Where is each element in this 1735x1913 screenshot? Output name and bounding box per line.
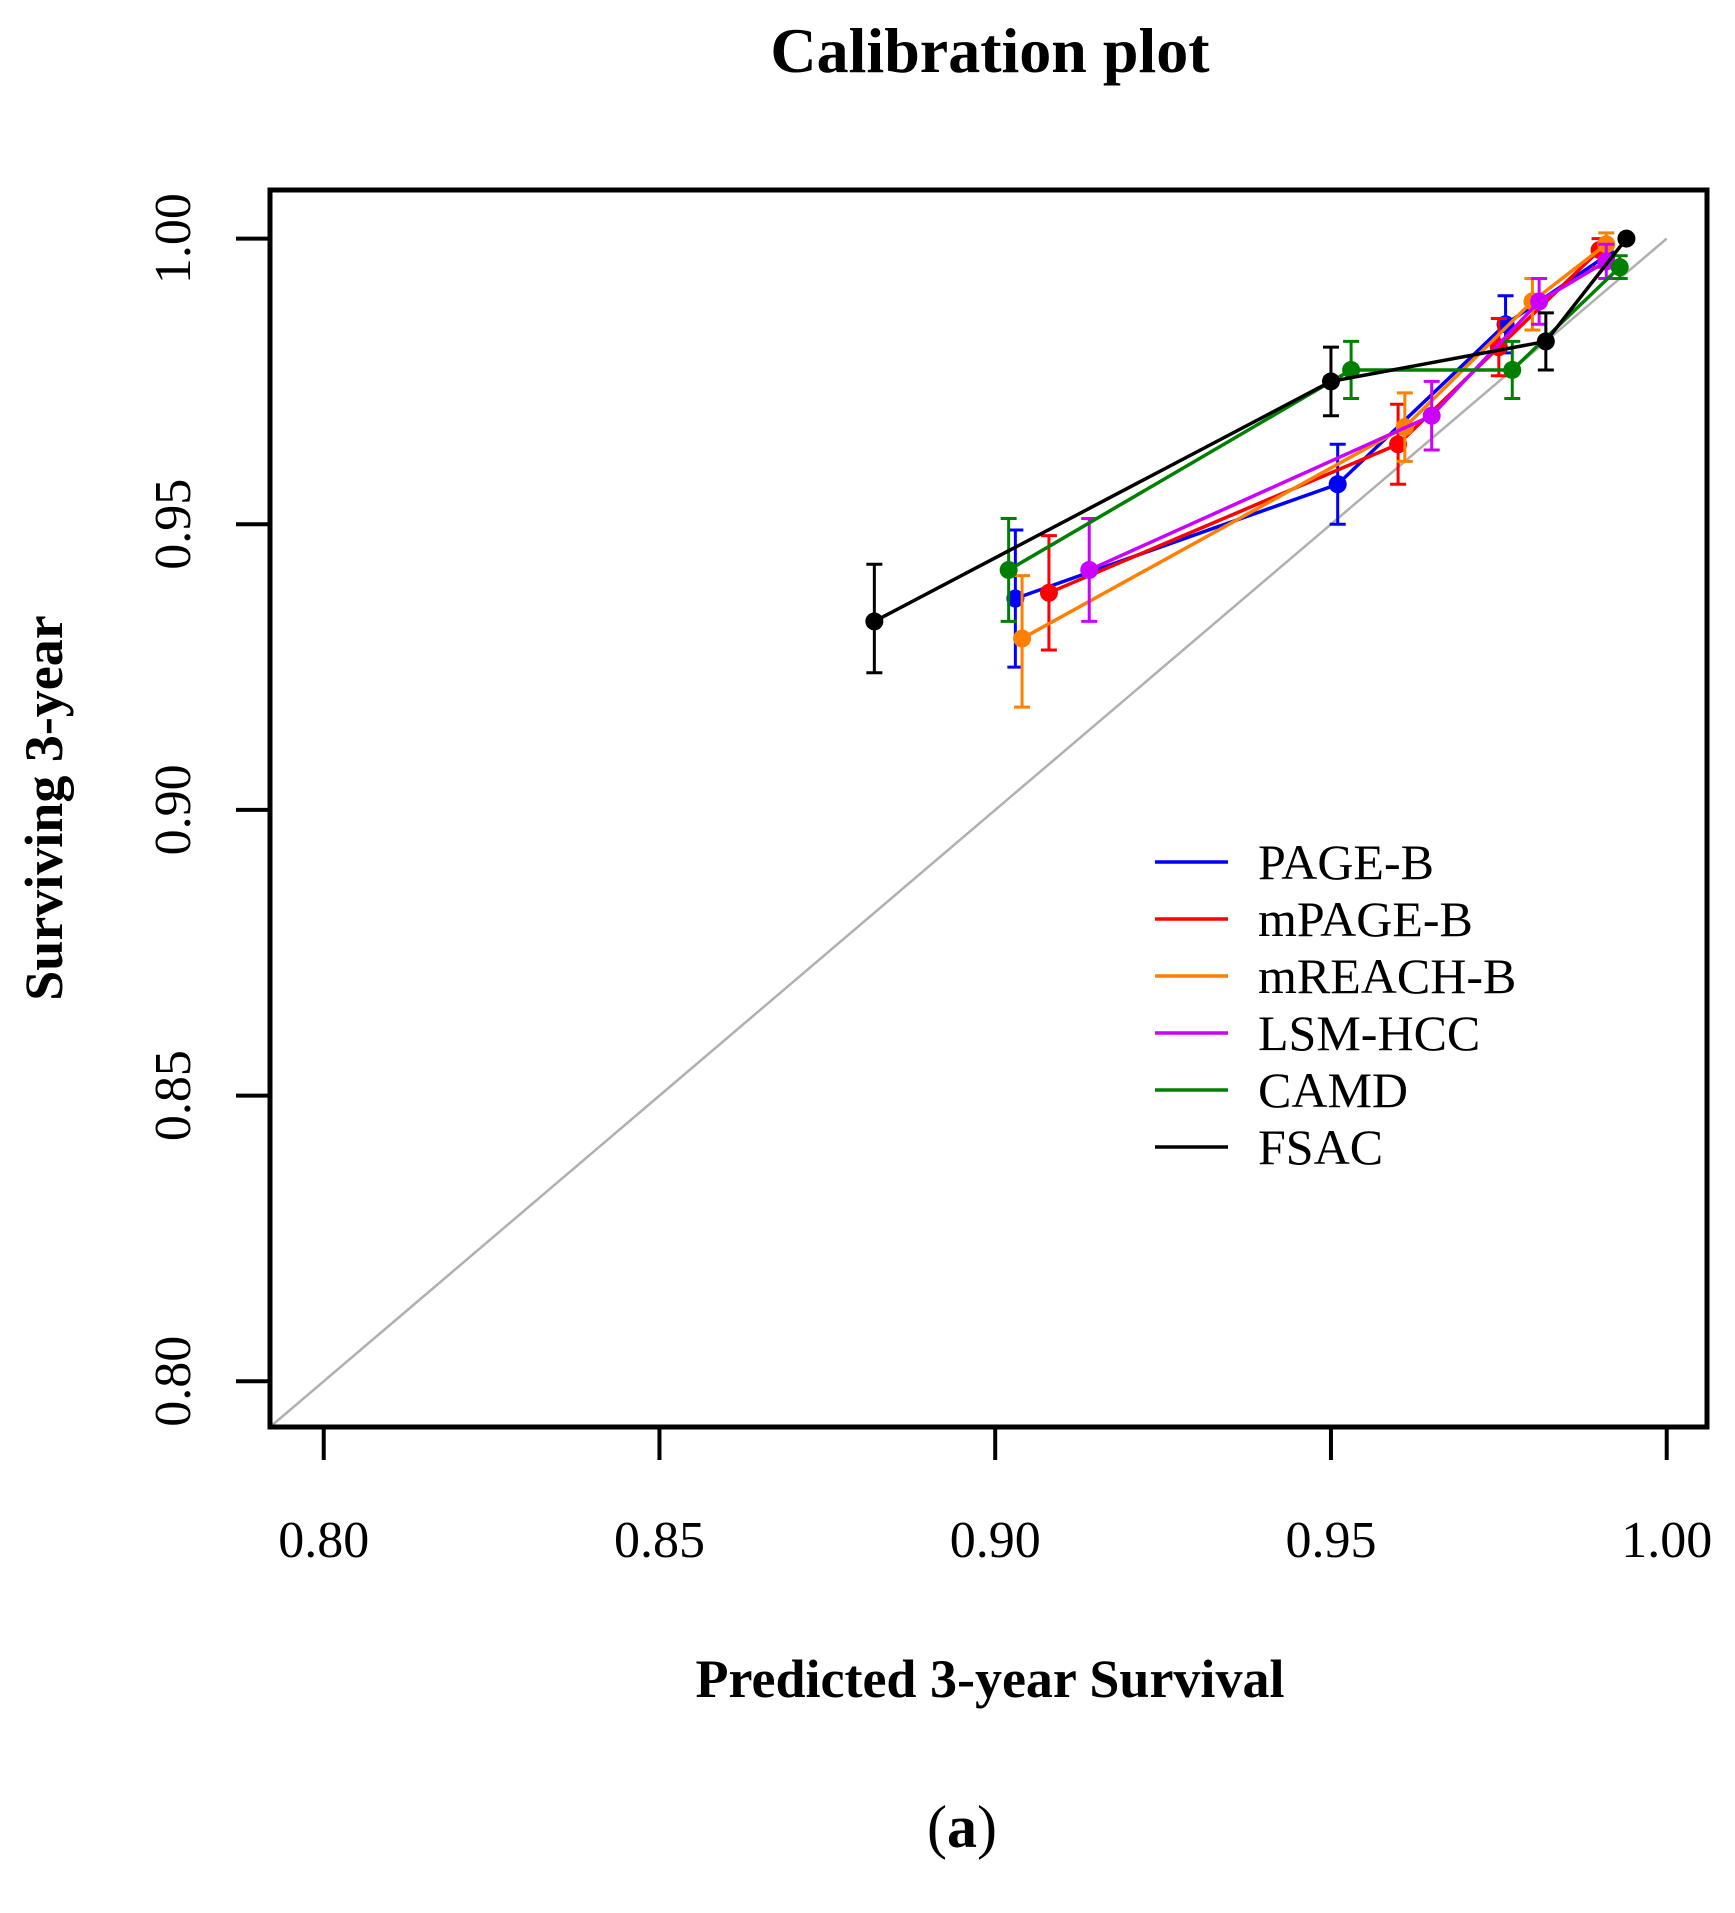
- data-point-camd: [1610, 258, 1629, 277]
- series-mreach-b: [1013, 231, 1616, 709]
- series-line-page-b: [1014, 254, 1608, 601]
- y-axis: 0.80 0.85 0.90 0.95 1.00: [145, 193, 272, 1427]
- data-point-camd: [1342, 360, 1361, 379]
- data-point-fsac: [865, 612, 884, 631]
- data-point-camd: [1503, 360, 1522, 379]
- series-mpage-b: [1039, 237, 1609, 652]
- data-point-lsm-hcc: [1080, 560, 1099, 579]
- y-tick-label: 0.90: [145, 764, 202, 855]
- series-fsac: [865, 229, 1636, 675]
- chart-title: Calibration plot: [770, 15, 1210, 86]
- series-line-mpage-b: [1048, 248, 1601, 595]
- series-layer: [865, 229, 1636, 709]
- data-point-lsm-hcc: [1422, 406, 1441, 425]
- legend-label-fsac: FSAC: [1258, 1119, 1383, 1175]
- panel-label: (a): [927, 1794, 997, 1860]
- reference-layer: [269, 237, 1668, 1428]
- series-line-camd: [1007, 265, 1621, 572]
- x-tick-label: 0.95: [1285, 1512, 1376, 1569]
- reference-line: [269, 237, 1668, 1428]
- data-point-fsac: [1321, 372, 1340, 391]
- panel-label-letter: a: [947, 1794, 977, 1860]
- data-point-page-b: [1328, 475, 1347, 494]
- y-tick-label: 0.85: [145, 1050, 202, 1141]
- series-line-fsac: [873, 237, 1628, 623]
- data-point-mpage-b: [1389, 435, 1408, 454]
- legend-label-page-b: PAGE-B: [1258, 834, 1434, 890]
- x-tick-label: 0.80: [278, 1512, 369, 1569]
- y-tick-label: 0.80: [145, 1336, 202, 1427]
- x-tick-label: 0.90: [950, 1512, 1041, 1569]
- legend-label-camd: CAMD: [1258, 1062, 1408, 1118]
- data-point-mreach-b: [1013, 629, 1032, 648]
- data-point-page-b: [1006, 589, 1025, 608]
- series-lsm-hcc: [1080, 242, 1616, 623]
- legend-label-mpage-b: mPAGE-B: [1258, 891, 1473, 947]
- legend-label-mreach-b: mREACH-B: [1258, 948, 1516, 1004]
- panel-label-open: (: [927, 1794, 947, 1860]
- x-axis-label: Predicted 3-year Survival: [696, 1649, 1285, 1709]
- data-point-fsac: [1536, 332, 1555, 351]
- series-line-mreach-b: [1021, 242, 1608, 641]
- y-tick-label: 1.00: [145, 193, 202, 284]
- data-point-camd: [999, 560, 1018, 579]
- y-tick-label: 0.95: [145, 479, 202, 570]
- x-axis: 0.80 0.85 0.90 0.95 1.00: [278, 1425, 1712, 1569]
- x-tick-label: 1.00: [1621, 1512, 1712, 1569]
- x-tick-label: 0.85: [614, 1512, 705, 1569]
- legend-label-lsm-hcc: LSM-HCC: [1258, 1005, 1480, 1061]
- y-axis-label: Surviving 3-year: [14, 615, 74, 1001]
- data-point-lsm-hcc: [1530, 292, 1549, 311]
- data-point-fsac: [1617, 229, 1636, 248]
- series-line-lsm-hcc: [1088, 259, 1608, 572]
- data-point-mpage-b: [1039, 583, 1058, 602]
- series-camd: [999, 254, 1629, 623]
- panel-label-close: ): [977, 1794, 997, 1860]
